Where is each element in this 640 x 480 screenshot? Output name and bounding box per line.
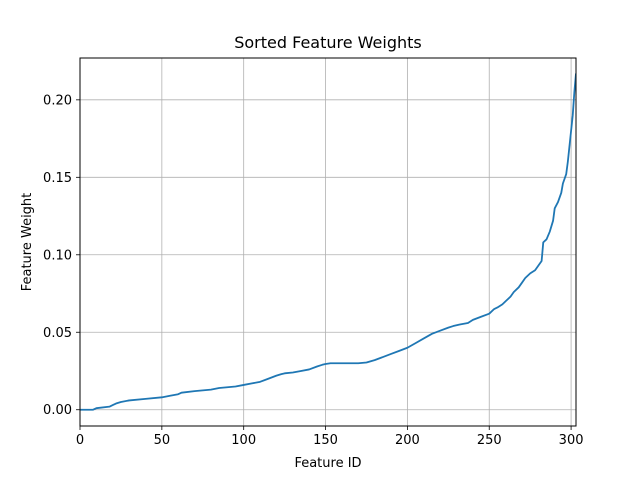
y-tick-label: 0.20 <box>43 93 72 108</box>
x-tick-label: 300 <box>559 433 584 448</box>
y-tick-label: 0.10 <box>43 248 72 263</box>
grid <box>79 58 576 426</box>
plot-frame <box>79 57 577 427</box>
series-line <box>80 73 576 411</box>
x-axis: 0 50 100 150 200 250 300 <box>76 426 584 448</box>
y-axis-label: Feature Weight <box>20 193 35 292</box>
x-tick-label: 150 <box>313 433 338 448</box>
x-tick-label: 200 <box>395 433 420 448</box>
y-axis: 0.00 0.05 0.10 0.15 0.20 <box>43 93 80 418</box>
plot-area <box>80 73 576 411</box>
y-tick-label: 0.05 <box>43 326 72 341</box>
x-tick-label: 250 <box>477 433 502 448</box>
x-tick-label: 100 <box>231 433 256 448</box>
y-tick-label: 0.00 <box>43 403 72 418</box>
x-axis-label: Feature ID <box>294 456 361 471</box>
chart-title: Sorted Feature Weights <box>234 33 422 52</box>
x-tick-label: 0 <box>76 433 84 448</box>
x-tick-label: 50 <box>154 433 171 448</box>
y-tick-label: 0.15 <box>43 171 72 186</box>
